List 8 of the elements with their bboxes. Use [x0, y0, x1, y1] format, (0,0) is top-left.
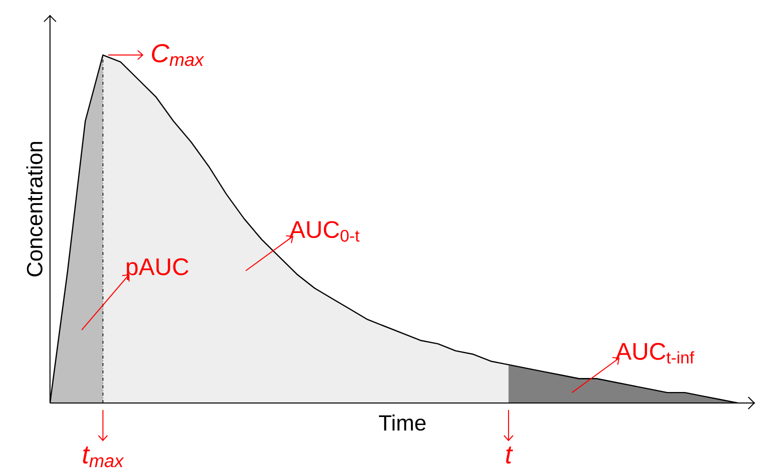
x-axis-title: Time [378, 414, 426, 431]
series-label: AUC$_{t-inf}$ [616, 342, 694, 364]
text: t [506, 446, 514, 464]
annotation: C$_{max}$ [152, 44, 204, 66]
series-label: pAUC [126, 258, 188, 280]
y-axis-title: Concentration [26, 142, 42, 276]
text: t$_{max}$ [83, 446, 124, 468]
series-label: AUC$_{0-t}$ [289, 221, 360, 242]
